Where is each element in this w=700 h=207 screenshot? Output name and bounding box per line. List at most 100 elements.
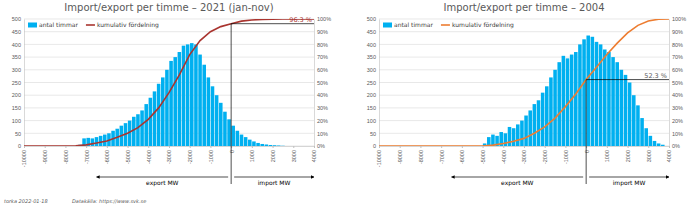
histogram-bar xyxy=(524,116,528,146)
histogram-bar xyxy=(611,57,615,146)
x-tick-label: -1000 xyxy=(563,150,569,164)
grid xyxy=(379,19,669,146)
histogram-bar xyxy=(240,135,244,146)
grid-line xyxy=(379,19,669,20)
grid-line xyxy=(379,44,669,45)
x-tick: -7000 xyxy=(84,146,90,164)
histogram-bar xyxy=(182,46,186,146)
histogram-bar xyxy=(198,55,202,146)
y-axis: 050100150200250300350400450500 xyxy=(367,16,380,149)
histogram-bar xyxy=(256,143,260,146)
y-tick-label: 500 xyxy=(12,16,21,22)
y-tick: 100 xyxy=(367,118,379,124)
y-axis-line xyxy=(24,20,25,147)
histogram-bar xyxy=(653,141,657,146)
x-tick-mark xyxy=(483,146,484,148)
y-tick: 400 xyxy=(367,42,379,48)
legend-swatch xyxy=(86,24,95,26)
histogram-bar xyxy=(178,52,182,146)
x-tick-mark xyxy=(420,146,421,148)
legend-label: kumulativ fördelning xyxy=(452,21,514,29)
x-tick-label: -7000 xyxy=(439,150,445,164)
grid-line xyxy=(24,95,314,96)
x-tick: -1000 xyxy=(563,146,569,164)
y-tick-label: 250 xyxy=(367,80,376,86)
axis-note: export MW xyxy=(146,179,179,187)
y2-tick: 80% xyxy=(314,42,328,48)
y-tick-label: 50 xyxy=(15,131,21,137)
y2-tick: 30% xyxy=(314,105,328,111)
x-axis: -10000-9000-8000-7000-6000-5000-4000-300… xyxy=(21,146,317,167)
histogram-bar xyxy=(157,84,161,146)
histogram-bar xyxy=(194,44,198,146)
x-tick: 4000 xyxy=(666,146,672,162)
histogram-bar xyxy=(248,140,252,146)
histogram-bar xyxy=(144,104,148,146)
x-tick-mark xyxy=(648,146,649,148)
x-tick-mark xyxy=(86,146,87,148)
x-tick-mark xyxy=(24,146,25,148)
histogram-bar xyxy=(661,145,665,146)
chart-panel: 0501001502002503003504004505000%10%20%30… xyxy=(12,16,331,187)
x-tick-mark xyxy=(628,146,629,148)
y-tick: 250 xyxy=(12,80,24,86)
x-axis-line xyxy=(380,146,670,147)
x-tick-label: -10000 xyxy=(21,150,27,167)
legend-swatch xyxy=(383,23,392,28)
y2-tick: 80% xyxy=(669,42,683,48)
y-tick-label: 500 xyxy=(367,16,376,22)
x-tick-label: 2000 xyxy=(270,150,276,162)
y-tick: 350 xyxy=(12,54,24,60)
y-tick: 150 xyxy=(367,105,379,111)
x-tick-label: -3000 xyxy=(521,150,527,164)
x-tick-mark xyxy=(210,146,211,148)
legend-item: antal timmar xyxy=(28,21,78,28)
chart-title: Import/export per timme – 2021 (jan-nov) xyxy=(64,2,273,13)
y-tick-label: 0 xyxy=(373,143,376,149)
x-tick-label: -8000 xyxy=(418,150,424,164)
y-tick-label: 350 xyxy=(367,54,376,60)
axis-arrow xyxy=(234,177,314,178)
x-tick: 3000 xyxy=(646,146,652,162)
histogram-bar xyxy=(574,52,578,146)
chart-title: Import/export per timme – 2004 xyxy=(443,2,604,13)
x-tick-label: 0 xyxy=(584,150,590,153)
histogram-bar xyxy=(595,42,599,146)
histogram-bar xyxy=(582,39,586,146)
x-tick-mark xyxy=(45,146,46,148)
y-tick: 50 xyxy=(370,131,379,137)
x-tick-mark xyxy=(128,146,129,148)
y2-tick: 40% xyxy=(669,92,683,98)
x-tick: 2000 xyxy=(270,146,276,162)
x-tick: -4000 xyxy=(146,146,152,164)
y2-tick-label: 90% xyxy=(672,29,683,35)
x-tick-mark xyxy=(252,146,253,148)
histogram-bar xyxy=(190,43,194,146)
histogram-bar xyxy=(607,52,611,146)
histogram-bar xyxy=(628,83,632,147)
footer-text: Datakälla: https://www.svk.se xyxy=(72,198,146,205)
y2-tick: 90% xyxy=(669,29,683,35)
y2-tick: 70% xyxy=(669,54,683,60)
axis-note: export MW xyxy=(501,179,534,187)
y-tick: 500 xyxy=(367,16,379,22)
y-tick-label: 250 xyxy=(12,80,21,86)
y2-tick-label: 60% xyxy=(317,67,328,73)
x-tick-label: -10000 xyxy=(376,150,382,167)
axis-note: import MW xyxy=(258,179,291,187)
x-axis-line xyxy=(25,146,315,147)
histogram-bar xyxy=(99,136,103,146)
y-tick-label: 450 xyxy=(367,29,376,35)
y2-tick: 10% xyxy=(669,131,683,137)
histogram-bar xyxy=(277,145,281,146)
histogram-bar xyxy=(586,36,590,146)
histogram-bar xyxy=(649,136,653,146)
x-tick: -2000 xyxy=(542,146,548,164)
y2-axis-line xyxy=(314,20,315,147)
y2-tick-label: 30% xyxy=(317,105,328,111)
axis-arrow xyxy=(97,177,229,178)
y2-tick-label: 40% xyxy=(672,92,683,98)
x-tick: -9000 xyxy=(42,146,48,164)
grid-line xyxy=(24,44,314,45)
y2-tick-label: 90% xyxy=(317,29,328,35)
